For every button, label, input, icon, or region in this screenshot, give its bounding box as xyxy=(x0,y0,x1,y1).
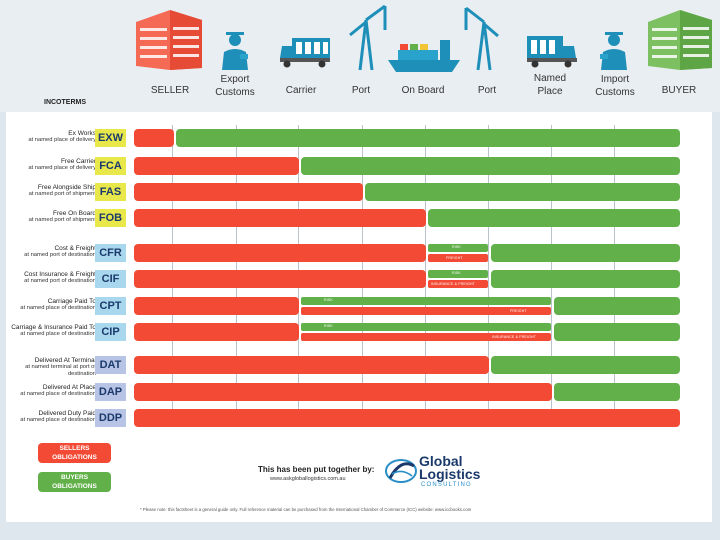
seller-bar-ddp xyxy=(134,409,680,427)
legend-sellers-obligations: SELLERS OBLIGATIONS xyxy=(38,443,111,463)
insurance-freight-label-cif: INSURANCE & FREIGHT xyxy=(431,282,476,286)
seller-bar-fca xyxy=(134,157,299,175)
named-place-truck-icon xyxy=(527,36,577,68)
buyer-building-icon xyxy=(648,10,712,70)
code-cfr: CFR xyxy=(95,244,126,262)
header-label-on-board: On Board xyxy=(401,85,445,96)
risk-bar-cfr xyxy=(428,244,488,252)
header-label-seller: SELLER xyxy=(150,85,190,96)
seller-bar-exw xyxy=(134,129,174,147)
row-label-fas: Free Alongside Ship at named port of ship… xyxy=(28,184,96,197)
header-label-import-customs: Import Customs xyxy=(595,74,635,98)
risk-bar-cip xyxy=(301,323,551,331)
chart-panel xyxy=(6,112,712,522)
header-label-named-place: Named Place xyxy=(533,73,567,97)
risk-label-cpt: RISK xyxy=(324,298,333,302)
logo-subtitle: CONSULTING xyxy=(421,482,472,488)
code-dat: DAT xyxy=(95,356,126,374)
footnote: * Please note: this factsheet is a gener… xyxy=(140,507,472,512)
seller-bar-fas xyxy=(134,183,363,201)
code-cif: CIF xyxy=(95,270,126,288)
code-exw: EXW xyxy=(95,129,126,147)
code-dap: DAP xyxy=(95,383,126,401)
row-label-ddp: Delivered Duty Paid at named place of des… xyxy=(20,410,96,423)
ship-icon xyxy=(388,40,460,72)
header-icons xyxy=(136,4,712,72)
incoterms-title: INCOTERMS xyxy=(44,99,86,106)
export-customs-officer-icon xyxy=(222,32,248,70)
code-fas: FAS xyxy=(95,183,126,201)
credit-line: This has been put together by: xyxy=(258,465,375,474)
seller-building-icon xyxy=(136,10,202,70)
seller-bar-cfr xyxy=(134,244,426,262)
guide-line xyxy=(488,125,489,425)
seller-bar-cip xyxy=(134,323,299,341)
row-label-dat: Delivered At Terminal at named terminal a… xyxy=(25,357,96,377)
code-ddp: DDP xyxy=(95,409,126,427)
risk-label-cfr: RISK xyxy=(452,245,461,249)
freight-label-cfr: FREIGHT xyxy=(446,256,463,260)
row-label-dap: Delivered At Place at named place of dest… xyxy=(20,384,96,397)
row-label-exw: Ex Works at named place of delivery xyxy=(28,130,96,143)
insurance-freight-label-cip: INSURANCE & FREIGHT xyxy=(492,335,537,339)
port-crane-icon xyxy=(349,4,387,71)
row-label-fca: Free Carrier at named place of delivery xyxy=(28,158,96,171)
code-cpt: CPT xyxy=(95,297,126,315)
risk-label-cif: RISK xyxy=(452,271,461,275)
code-fob: FOB xyxy=(95,209,126,227)
header-label-export-customs: Export Customs xyxy=(215,74,255,98)
row-label-cip: Carriage & Insurance Paid To at named pla… xyxy=(11,324,96,337)
row-label-cif: Cost Insurance & Freight at named port of… xyxy=(24,271,96,284)
header-label-buyer: BUYER xyxy=(661,85,697,96)
risk-label-cip: RISK xyxy=(324,324,333,328)
header-label-carrier: Carrier xyxy=(285,85,317,96)
freight-label-cpt: FREIGHT xyxy=(510,309,527,313)
insurance-freight-bar-cip xyxy=(301,333,551,341)
legend-buyers-obligations: BUYERS OBLIGATIONS xyxy=(38,472,111,492)
buyer-bar-cfr xyxy=(491,244,680,262)
import-customs-officer-icon xyxy=(600,32,627,70)
insurance-freight-bar-cif xyxy=(428,280,488,288)
seller-bar-dap xyxy=(134,383,552,401)
seller-bar-fob xyxy=(134,209,426,227)
row-label-cfr: Cost & Freight at named port of destinati… xyxy=(24,245,96,258)
header-label-port-destination: Port xyxy=(477,85,497,96)
credit-url: www.askgloballogistics.com.au xyxy=(270,476,346,482)
global-logistics-logo-icon xyxy=(385,459,417,483)
logo-text: Global Logistics xyxy=(419,453,481,482)
freight-bar-cpt xyxy=(301,307,551,315)
risk-bar-cpt xyxy=(301,297,551,305)
seller-bar-cpt xyxy=(134,297,299,315)
code-cip: CIP xyxy=(95,323,126,341)
risk-bar-cif xyxy=(428,270,488,278)
port-crane-icon xyxy=(464,6,499,71)
seller-bar-cif xyxy=(134,270,426,288)
buyer-bar-fob xyxy=(428,209,680,227)
row-label-cpt: Carriage Paid To at named place of destin… xyxy=(20,298,96,311)
seller-bar-dat xyxy=(134,356,489,374)
freight-bar-cfr xyxy=(428,254,488,262)
row-label-fob: Free On Board at named port of shipment xyxy=(28,210,96,223)
carrier-truck-icon xyxy=(280,38,330,68)
buyer-bar-cpt xyxy=(554,297,680,315)
buyer-bar-fas xyxy=(365,183,680,201)
buyer-bar-fca xyxy=(301,157,680,175)
buyer-bar-dat xyxy=(491,356,680,374)
header-label-port: Port xyxy=(351,85,371,96)
code-fca: FCA xyxy=(95,157,126,175)
buyer-bar-cip xyxy=(554,323,680,341)
buyer-bar-dap xyxy=(554,383,680,401)
buyer-bar-cif xyxy=(491,270,680,288)
buyer-bar-exw xyxy=(176,129,680,147)
